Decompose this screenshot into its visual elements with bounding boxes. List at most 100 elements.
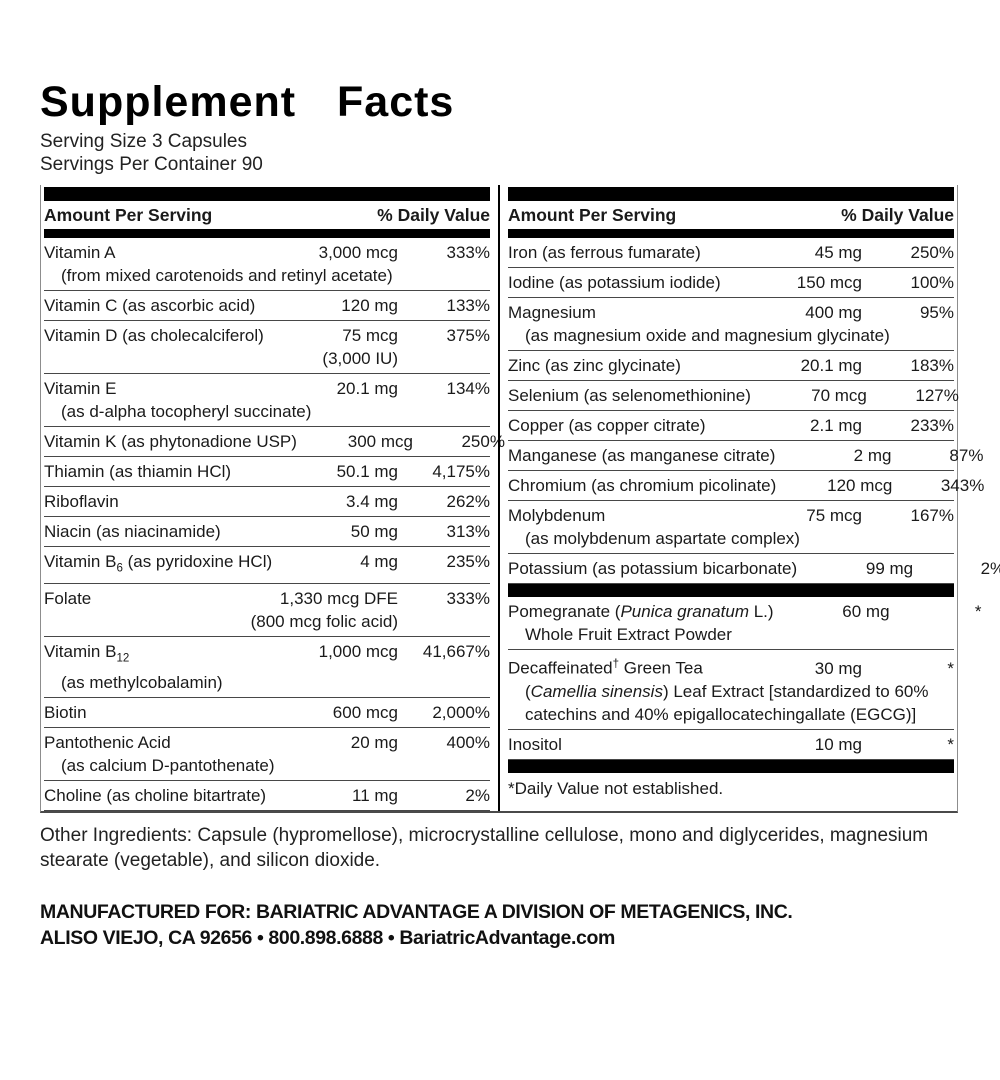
nutrient-amount: 300 mcg <box>347 432 413 451</box>
table-row: Pomegranate (Punica granatum L.) 60 mg * Wh… <box>508 597 982 650</box>
facts-table: Amount Per Serving % Daily Value Vitamin… <box>40 185 1000 813</box>
nutrient-line: Vitamin B6 (as pyridoxine HCl) 4 mg 235% <box>44 550 490 580</box>
nutrient-amount: 3.4 mg <box>346 492 398 511</box>
nutrient-line: (800 mcg folic acid) <box>44 610 490 633</box>
table-row: Iron (as ferrous fumarate) 45 mg 250% <box>508 238 954 268</box>
nutrient-amount: 75 mcg <box>342 326 398 345</box>
nutrient-daily-value: 183% <box>910 356 954 375</box>
nutrient-line: Vitamin C (as ascorbic acid) 120 mg 133% <box>44 294 490 317</box>
table-row: Potassium (as potassium bicarbonate) 99 m… <box>508 554 1000 584</box>
nutrient-amount: 20 mg <box>350 732 398 752</box>
nutrient-line: (3,000 IU) <box>44 347 490 370</box>
table-row: Molybdenum 75 mcg 167% (as molybdenum aspar… <box>508 501 954 554</box>
nutrient-line: Riboflavin 3.4 mg 262% <box>44 490 490 513</box>
nutrient-name: Vitamin B12 <box>44 642 130 665</box>
nutrient-daily-value: 375% <box>446 326 490 345</box>
nutrient-line: Potassium (as potassium bicarbonate) 99 m… <box>508 557 1000 580</box>
nutrient-daily-value: 87% <box>949 446 984 465</box>
table-row: Vitamin K (as phytonadione USP) 300 mcg 25… <box>44 427 505 457</box>
nutrient-name: Inositol <box>508 734 562 754</box>
nutrient-line: Zinc (as zinc glycinate) 20.1 mg 183% <box>508 354 954 377</box>
supplement-label: Supplement Facts Serving Size 3 Capsules… <box>40 80 1000 951</box>
table-row: Folate 1,330 mcg DFE 333% (800 mcg folic ac… <box>44 584 490 638</box>
nutrient-daily-value: 2,000% <box>432 702 490 722</box>
nutrient-daily-value: 313% <box>446 522 490 541</box>
divider-bar <box>508 187 954 201</box>
nutrient-amount: 50 mg <box>350 522 398 541</box>
nutrient-line: Vitamin E 20.1 mg 134% <box>44 377 490 400</box>
table-row: Vitamin B6 (as pyridoxine HCl) 4 mg 235% <box>44 547 490 585</box>
table-row: Biotin 600 mcg 2,000% <box>44 698 490 728</box>
nutrient-name: Chromium (as chromium picolinate) <box>508 476 777 495</box>
nutrient-source: (from mixed carotenoids and retinyl acet… <box>61 266 393 285</box>
nutrient-line: Pomegranate (Punica granatum L.) 60 mg * <box>508 600 982 623</box>
table-row: Chromium (as chromium picolinate) 120 mcg… <box>508 471 984 501</box>
nutrient-amount: 120 mcg <box>827 476 893 495</box>
table-row: Vitamin C (as ascorbic acid) 120 mg 133% <box>44 291 490 321</box>
nutrient-line: Inositol 10 mg * <box>508 733 954 756</box>
nutrient-amount: 30 mg <box>814 658 862 678</box>
table-row: Zinc (as zinc glycinate) 20.1 mg 183% <box>508 351 954 381</box>
nutrient-name: Choline (as choline bitartrate) <box>44 785 267 805</box>
nutrient-daily-value: 235% <box>446 552 490 571</box>
nutrient-daily-value: 262% <box>446 492 490 511</box>
nutrient-name: Pantothenic Acid <box>44 732 171 752</box>
nutrient-daily-value: 250% <box>461 432 505 451</box>
nutrient-daily-value: 4,175% <box>432 462 490 481</box>
nutrient-name: Niacin (as niacinamide) <box>44 522 221 541</box>
nutrient-name: Selenium (as selenomethionine) <box>508 386 751 405</box>
divider-bar <box>508 229 954 238</box>
nutrient-amount: 45 mg <box>814 243 862 262</box>
nutrient-amount: 1,000 mcg <box>318 642 398 662</box>
nutrient-daily-value: * <box>974 602 982 621</box>
amount-per-serving-header: Amount Per Serving <box>44 205 213 225</box>
nutrient-daily-value: 233% <box>910 416 954 435</box>
nutrient-amount: 1,330 mcg DFE <box>279 589 398 609</box>
nutrient-line: Iron (as ferrous fumarate) 45 mg 250% <box>508 241 954 264</box>
nutrient-amount: 10 mg <box>814 734 862 754</box>
nutrient-name: Potassium (as potassium bicarbonate) <box>508 559 798 578</box>
nutrient-daily-value: 2% <box>980 559 1000 578</box>
table-row: Manganese (as manganese citrate) 2 mg 87% <box>508 441 983 471</box>
table-row: Riboflavin 3.4 mg 262% <box>44 487 490 517</box>
nutrient-amount: 120 mg <box>341 296 398 315</box>
table-row: Magnesium 400 mg 95% (as magnesium oxide an… <box>508 298 954 351</box>
nutrient-amount: 4 mg <box>360 552 398 571</box>
nutrient-daily-value: 41,667% <box>422 642 490 662</box>
nutrient-daily-value: 127% <box>915 386 959 405</box>
nutrient-amount: 600 mcg <box>332 702 398 722</box>
nutrient-name: Folate <box>44 589 92 609</box>
nutrient-line: Molybdenum 75 mcg 167% <box>508 504 954 527</box>
table-row: Thiamin (as thiamin HCl) 50.1 mg 4,175% <box>44 457 490 487</box>
nutrient-line: Decaffeinated† Green Tea 30 mg * <box>508 653 954 680</box>
divider-bar <box>44 187 490 201</box>
nutrient-amount: 400 mg <box>805 303 862 322</box>
table-row: Copper (as copper citrate) 2.1 mg 233% <box>508 411 954 441</box>
nutrient-line: Vitamin K (as phytonadione USP) 300 mcg 25… <box>44 430 505 453</box>
facts-column-right: Amount Per Serving % Daily Value Iron (a… <box>505 185 1000 811</box>
center-divider <box>498 185 500 811</box>
nutrient-amount: 2.1 mg <box>810 416 862 435</box>
nutrient-line: Folate 1,330 mcg DFE 333% <box>44 587 490 610</box>
nutrient-daily-value: 95% <box>919 303 954 322</box>
nutrient-rows-left: Vitamin A 3,000 mcg 333% (from mixed carote… <box>44 238 505 811</box>
divider-bar <box>508 759 954 773</box>
nutrient-daily-value: * <box>947 734 954 754</box>
nutrient-daily-value: 2% <box>465 785 490 805</box>
nutrient-daily-value: 333% <box>446 243 490 262</box>
nutrient-name: Thiamin (as thiamin HCl) <box>44 462 232 481</box>
nutrient-line: Selenium (as selenomethionine) 70 mcg 127% <box>508 384 959 407</box>
nutrient-amount: 20.1 mg <box>336 379 398 398</box>
nutrient-line: Niacin (as niacinamide) 50 mg 313% <box>44 520 490 543</box>
nutrient-name: Vitamin C (as ascorbic acid) <box>44 296 256 315</box>
nutrient-name: Vitamin E <box>44 379 117 398</box>
manufacturer-line1: MANUFACTURED FOR: BARIATRIC ADVANTAGE A … <box>40 900 793 923</box>
table-row: Inositol 10 mg * <box>508 730 954 760</box>
nutrient-line: Vitamin B12 1,000 mcg 41,667% <box>44 640 490 670</box>
nutrient-line: Copper (as copper citrate) 2.1 mg 233% <box>508 414 954 437</box>
nutrient-amount: 150 mcg <box>796 273 862 292</box>
table-row: Choline (as choline bitartrate) 11 mg 2% <box>44 781 490 811</box>
daily-value-footnote: *Daily Value not established. <box>508 778 724 798</box>
nutrient-line: Iodine (as potassium iodide) 150 mcg 100% <box>508 271 954 294</box>
nutrient-daily-value: * <box>947 658 954 678</box>
